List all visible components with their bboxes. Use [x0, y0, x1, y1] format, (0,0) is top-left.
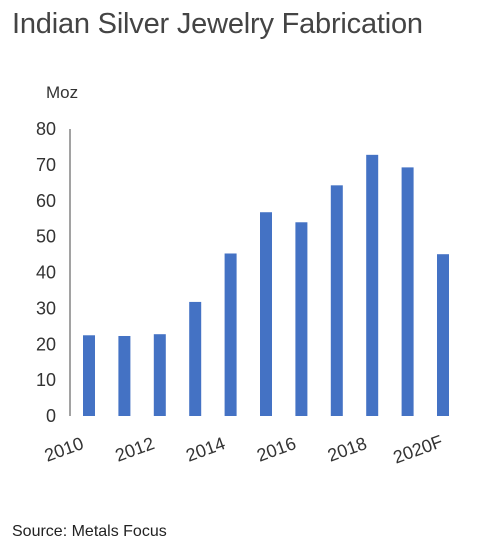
bar-2013 — [189, 301, 202, 416]
x-tick-label: 2012 — [113, 433, 157, 465]
y-tick-label: 10 — [36, 370, 56, 390]
bars — [83, 154, 449, 416]
y-tick-label: 40 — [36, 263, 56, 283]
x-tick-label: 2018 — [325, 433, 369, 465]
x-tick-label: 2016 — [254, 433, 298, 465]
y-tick-label: 70 — [36, 155, 56, 175]
bar-2016 — [295, 222, 308, 416]
y-axis-unit-label: Moz — [46, 83, 78, 102]
bar-2020F — [437, 254, 449, 416]
y-tick-label: 20 — [36, 334, 56, 354]
bar-2019 — [401, 167, 414, 416]
bar-2011 — [118, 335, 131, 416]
bar-2018 — [366, 154, 379, 416]
y-axis-ticks: 0 10 20 30 40 50 60 70 80 — [36, 119, 56, 426]
x-axis-ticks: 2010 2012 2014 2016 2018 2020F — [42, 431, 446, 467]
bar-2015 — [260, 212, 272, 416]
bar-2017 — [330, 185, 343, 416]
x-tick-label: 2014 — [183, 433, 227, 465]
bar-2012 — [153, 334, 166, 416]
source-note: Source: Metals Focus — [12, 523, 167, 540]
y-tick-label: 80 — [36, 119, 56, 139]
y-tick-label: 0 — [46, 406, 56, 426]
y-tick-label: 60 — [36, 191, 56, 211]
chart-title: Indian Silver Jewelry Fabrication — [12, 8, 423, 40]
x-tick-label: 2010 — [42, 433, 86, 465]
x-tick-label: 2020F — [391, 431, 446, 467]
bar-2014 — [224, 253, 237, 416]
bar-2010 — [83, 335, 95, 416]
y-tick-label: 50 — [36, 227, 56, 247]
y-tick-label: 30 — [36, 298, 56, 318]
